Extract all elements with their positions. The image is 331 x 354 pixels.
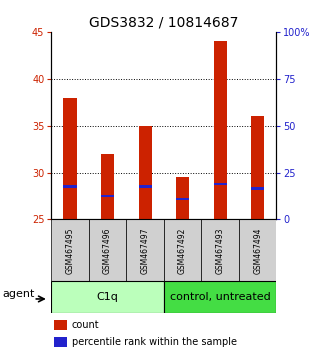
- Bar: [164, 281, 276, 313]
- Bar: [239, 219, 276, 281]
- Bar: [201, 219, 239, 281]
- Bar: [213, 183, 227, 185]
- Bar: [176, 177, 189, 219]
- Bar: [251, 116, 264, 219]
- Text: GSM467496: GSM467496: [103, 227, 112, 274]
- Bar: [51, 219, 89, 281]
- Text: agent: agent: [3, 289, 35, 299]
- Bar: [64, 98, 77, 219]
- Bar: [64, 185, 77, 188]
- Bar: [51, 281, 164, 313]
- Text: GSM467492: GSM467492: [178, 227, 187, 274]
- Bar: [89, 219, 126, 281]
- Bar: [101, 154, 114, 219]
- Bar: [164, 219, 201, 281]
- Text: count: count: [71, 320, 99, 330]
- Text: GSM467494: GSM467494: [253, 227, 262, 274]
- Text: GSM467493: GSM467493: [215, 227, 225, 274]
- Text: GSM467495: GSM467495: [66, 227, 74, 274]
- Text: C1q: C1q: [97, 292, 118, 302]
- Bar: [54, 337, 67, 347]
- Text: GSM467497: GSM467497: [141, 227, 150, 274]
- Bar: [126, 219, 164, 281]
- Text: percentile rank within the sample: percentile rank within the sample: [71, 337, 237, 347]
- Bar: [213, 41, 227, 219]
- Bar: [139, 185, 152, 188]
- Bar: [139, 126, 152, 219]
- Bar: [176, 198, 189, 200]
- Title: GDS3832 / 10814687: GDS3832 / 10814687: [89, 15, 239, 29]
- Bar: [251, 187, 264, 190]
- Text: control, untreated: control, untreated: [170, 292, 270, 302]
- Bar: [54, 320, 67, 330]
- Bar: [101, 195, 114, 197]
